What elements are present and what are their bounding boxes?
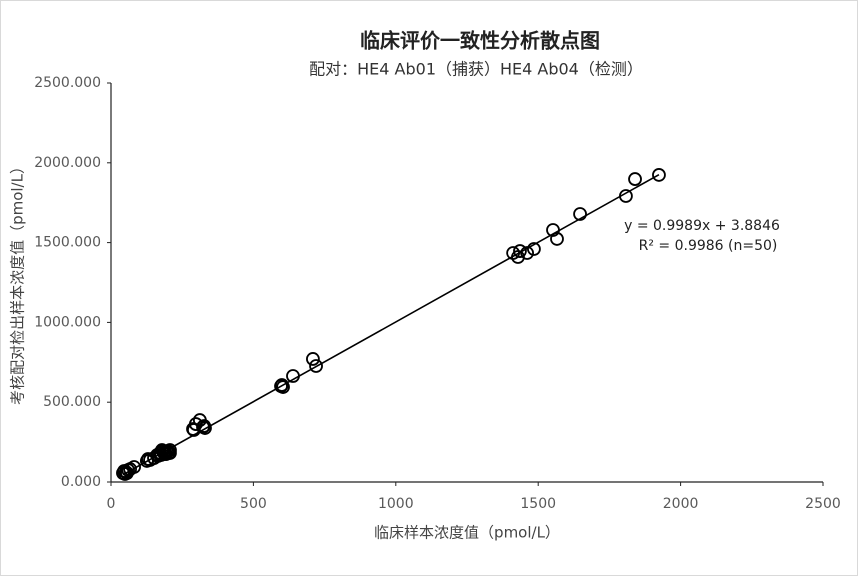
point xyxy=(120,466,134,480)
point xyxy=(286,369,300,383)
x-tick-label: 1500 xyxy=(520,496,556,512)
x-axis-title: 临床样本浓度值（pmol/L） xyxy=(374,524,560,542)
x-tick-label: 500 xyxy=(240,496,267,512)
point xyxy=(550,232,564,246)
point xyxy=(513,244,527,258)
point xyxy=(546,223,560,237)
point xyxy=(652,168,666,182)
y-tick-label: 1500.000 xyxy=(34,235,101,251)
r-squared: R² = 0.9986 (n=50) xyxy=(639,238,778,254)
point xyxy=(520,246,534,260)
x-tick-label: 2500 xyxy=(805,496,841,512)
point xyxy=(197,419,212,433)
point xyxy=(117,464,132,478)
point xyxy=(154,448,169,462)
point xyxy=(123,462,137,476)
point xyxy=(163,446,177,460)
point xyxy=(188,417,203,431)
point xyxy=(628,172,642,186)
chart-subtitle: 配对：HE4 Ab01（捕获）HE4 Ab04（检测） xyxy=(309,60,643,79)
point xyxy=(155,443,169,457)
trendline xyxy=(122,173,660,476)
y-tick-label: 2000.000 xyxy=(34,155,101,171)
chart-title: 临床评价一致性分析散点图 xyxy=(360,29,600,53)
point xyxy=(527,242,541,256)
point xyxy=(147,451,161,465)
equation: y = 0.9989x + 3.8846 xyxy=(624,218,780,234)
y-tick-label: 1000.000 xyxy=(34,314,101,330)
x-tick-label: 1000 xyxy=(378,496,414,512)
point xyxy=(619,189,633,203)
y-tick-label: 2500.000 xyxy=(34,75,101,91)
point xyxy=(511,250,525,264)
point xyxy=(306,352,320,366)
point xyxy=(573,207,587,221)
x-tick-label: 2000 xyxy=(663,496,699,512)
y-tick-label: 0.000 xyxy=(61,474,101,490)
point xyxy=(276,380,290,394)
y-axis-title: 考核配对检出样本浓度值（pmol/L） xyxy=(9,159,27,405)
x-tick-label: 0 xyxy=(107,496,116,512)
y-tick-label: 500.000 xyxy=(43,394,101,410)
point xyxy=(309,359,323,373)
